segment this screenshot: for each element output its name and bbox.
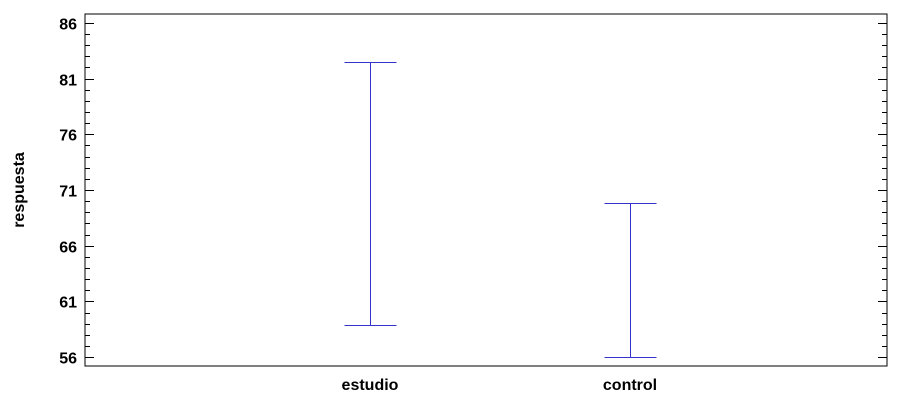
x-category-label: estudio bbox=[342, 377, 399, 394]
y-tick-label: 86 bbox=[59, 17, 77, 34]
plot-frame bbox=[84, 13, 888, 367]
y-axis-title: respuesta bbox=[11, 152, 28, 228]
y-tick-label: 76 bbox=[59, 128, 77, 145]
axes bbox=[84, 13, 888, 367]
y-tick-label: 56 bbox=[59, 351, 77, 368]
interval-marks bbox=[344, 62, 657, 358]
y-tick-label: 66 bbox=[59, 240, 77, 257]
x-category-label: control bbox=[603, 377, 657, 394]
y-tick-label: 61 bbox=[59, 295, 77, 312]
y-tick-label: 71 bbox=[59, 184, 77, 201]
axis-labels: 56 61 66 71 76 81 86 respuesta estudio control bbox=[11, 17, 657, 394]
y-tick-label: 81 bbox=[59, 73, 77, 90]
